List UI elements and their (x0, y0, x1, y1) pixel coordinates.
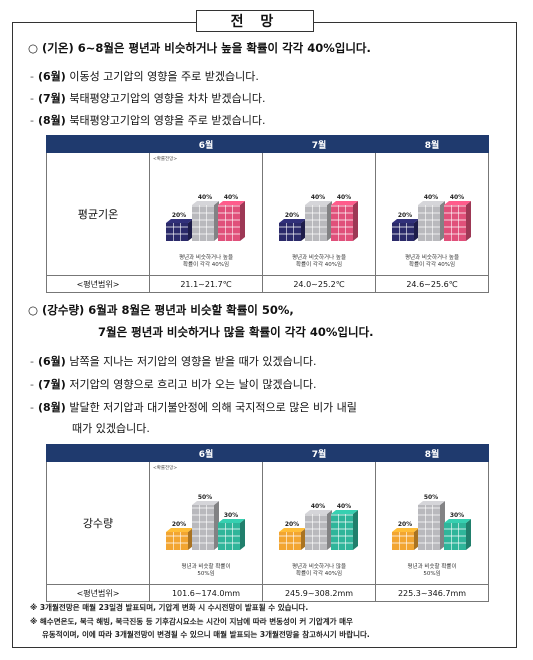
temp-cell-7: 20% 40% 40% 평년과 비슷하거나 높을 확률이 각각 40%임 (262, 152, 376, 276)
temp-bar-1-1 (305, 201, 332, 241)
temp-bar-0-0 (166, 219, 193, 241)
rain-range-7: 245.9~308.2mm (262, 584, 376, 602)
rain-bar-2-1 (418, 501, 445, 550)
rain-bar-2-0 (392, 528, 419, 550)
rain-bar-2-2 (444, 519, 471, 550)
temp-col-8: 8월 (375, 135, 489, 153)
temp-bar-1-2 (331, 201, 358, 241)
temp-caption-7: 평년과 비슷하거나 높을 확률이 각각 40%임 (291, 255, 347, 268)
rain-cell-8: 20% 50% 30% 평년과 비슷할 확률이 50%임 (375, 461, 489, 585)
rain-range-6: 101.6~174.0mm (149, 584, 263, 602)
rain-caption-8: 평년과 비슷할 확률이 50%임 (407, 564, 457, 577)
temp-caption-8: 평년과 비슷하거나 높을 확률이 각각 40%임 (404, 255, 460, 268)
rain-pct-2-1: 50% (424, 494, 438, 501)
temp-bar-0-1 (192, 201, 219, 241)
rain-bullet-1: - (6월) 남쪽을 지나는 저기압의 영향을 받을 때가 있겠습니다. (30, 355, 317, 368)
temp-pct-1-1: 40% (311, 194, 325, 201)
rain-pct-0-0: 20% (172, 521, 186, 528)
temp-pct-2-2: 40% (450, 194, 464, 201)
temp-bullet-2: - (7월) 북태평양고기압의 영향을 차차 받겠습니다. (30, 92, 266, 105)
rain-pct-0-1: 50% (198, 494, 212, 501)
temp-pct-1-0: 20% (285, 212, 299, 219)
rain-bar-0-0 (166, 528, 193, 550)
temp-table: 6월 7월 8월 평균기온 <확률전망> 20% 40% 40% 평년과 비슷하거나 높… (46, 135, 489, 293)
rain-table: 6월 7월 8월 강수량 <확률전망> 20% 50% 30% 평년과 비슷할 확률이 5… (46, 444, 489, 602)
temp-pct-2-0: 20% (398, 212, 412, 219)
rain-col-8: 8월 (375, 444, 489, 462)
temp-bar-2-2 (444, 201, 471, 241)
legend-tag: <확률전망> (153, 466, 178, 471)
rain-bar-1-1 (305, 510, 332, 550)
rain-heading-1: ○ (강수량) 6월과 8월은 평년과 비슷할 확률이 50%, (28, 303, 294, 317)
rain-bar-0-2 (218, 519, 245, 550)
temp-bullet-3: - (8월) 북태평양고기압의 영향을 주로 받겠습니다. (30, 114, 266, 127)
temp-bar-2-1 (418, 201, 445, 241)
temp-range-label: <평년범위> (46, 275, 150, 293)
rain-bar-1-2 (331, 510, 358, 550)
temp-prob-chart-1: 20% 40% 40% (279, 194, 358, 241)
note-1: ※ 3개월전망은 매월 23일경 발표되며, 기압계 변화 시 수시전망이 발표… (30, 603, 309, 612)
rain-prob-chart-0: 20% 50% 30% (166, 494, 245, 550)
rain-pct-1-1: 40% (311, 503, 325, 510)
temp-range-8: 24.6~25.6℃ (375, 275, 489, 293)
temp-cell-6: <확률전망> 20% 40% 40% 평년과 비슷하거나 높을 확률이 각각 40%임 (149, 152, 263, 276)
rain-pct-0-2: 30% (224, 512, 238, 519)
temp-pct-2-1: 40% (424, 194, 438, 201)
rain-bullet-2: - (7월) 저기압의 영향으로 흐리고 비가 오는 날이 많겠습니다. (30, 378, 317, 391)
temp-heading: ○ (기온) 6~8월은 평년과 비슷하거나 높을 확률이 각각 40%입니다. (28, 41, 371, 55)
temp-pct-0-2: 40% (224, 194, 238, 201)
note-3: 유동적이며, 이에 따라 3개월전망이 변경될 수 있으니 매월 발표되는 3개… (42, 630, 370, 639)
temp-row-label: 평균기온 (46, 152, 150, 276)
rain-row-label: 강수량 (46, 461, 150, 585)
note-2: ※ 해수면온도, 북극 해빙, 북극진동 등 기후감시요소는 시간이 지남에 따… (30, 617, 353, 626)
rain-pct-1-0: 20% (285, 521, 299, 528)
temp-pct-0-1: 40% (198, 194, 212, 201)
temp-range-6: 21.1~21.7℃ (149, 275, 263, 293)
rain-pct-2-2: 30% (450, 512, 464, 519)
rain-pct-1-2: 40% (337, 503, 351, 510)
temp-cell-8: 20% 40% 40% 평년과 비슷하거나 높을 확률이 각각 40%임 (375, 152, 489, 276)
rain-prob-chart-1: 20% 40% 40% (279, 503, 358, 550)
rain-cell-6: <확률전망> 20% 50% 30% 평년과 비슷할 확률이 50%임 (149, 461, 263, 585)
temp-bullet-1: - (6월) 이동성 고기압의 영향을 주로 받겠습니다. (30, 70, 259, 83)
rain-heading-2: 7월은 평년과 비슷하거나 많을 확률이 각각 40%입니다. (98, 325, 374, 339)
rain-col-7: 7월 (262, 444, 376, 462)
temp-col-6: 6월 (149, 135, 263, 153)
rain-range-label: <평년범위> (46, 584, 150, 602)
rain-table-corner (46, 444, 150, 462)
temp-prob-chart-0: 20% 40% 40% (166, 194, 245, 241)
temp-pct-0-0: 20% (172, 212, 186, 219)
legend-tag: <확률전망> (153, 157, 178, 162)
temp-table-corner (46, 135, 150, 153)
temp-range-7: 24.0~25.2℃ (262, 275, 376, 293)
rain-caption-7: 평년과 비슷하거나 많을 확률이 각각 40%임 (291, 564, 347, 577)
rain-bar-1-0 (279, 528, 306, 550)
temp-prob-chart-2: 20% 40% 40% (392, 194, 471, 241)
section-title: 전 망 (196, 10, 314, 32)
rain-cell-7: 20% 40% 40% 평년과 비슷하거나 많을 확률이 각각 40%임 (262, 461, 376, 585)
temp-caption-6: 평년과 비슷하거나 높을 확률이 각각 40%임 (178, 255, 234, 268)
rain-bar-0-1 (192, 501, 219, 550)
temp-bar-1-0 (279, 219, 306, 241)
rain-col-6: 6월 (149, 444, 263, 462)
rain-pct-2-0: 20% (398, 521, 412, 528)
temp-bar-2-0 (392, 219, 419, 241)
temp-pct-1-2: 40% (337, 194, 351, 201)
rain-caption-6: 평년과 비슷할 확률이 50%임 (181, 564, 231, 577)
rain-range-8: 225.3~346.7mm (375, 584, 489, 602)
rain-bullet-3-cont: 때가 있겠습니다. (72, 422, 150, 435)
rain-bullet-3: - (8월) 발달한 저기압과 대기불안정에 의해 국지적으로 많은 비가 내릴 (30, 401, 357, 414)
temp-bar-0-2 (218, 201, 245, 241)
rain-prob-chart-2: 20% 50% 30% (392, 494, 471, 550)
temp-col-7: 7월 (262, 135, 376, 153)
